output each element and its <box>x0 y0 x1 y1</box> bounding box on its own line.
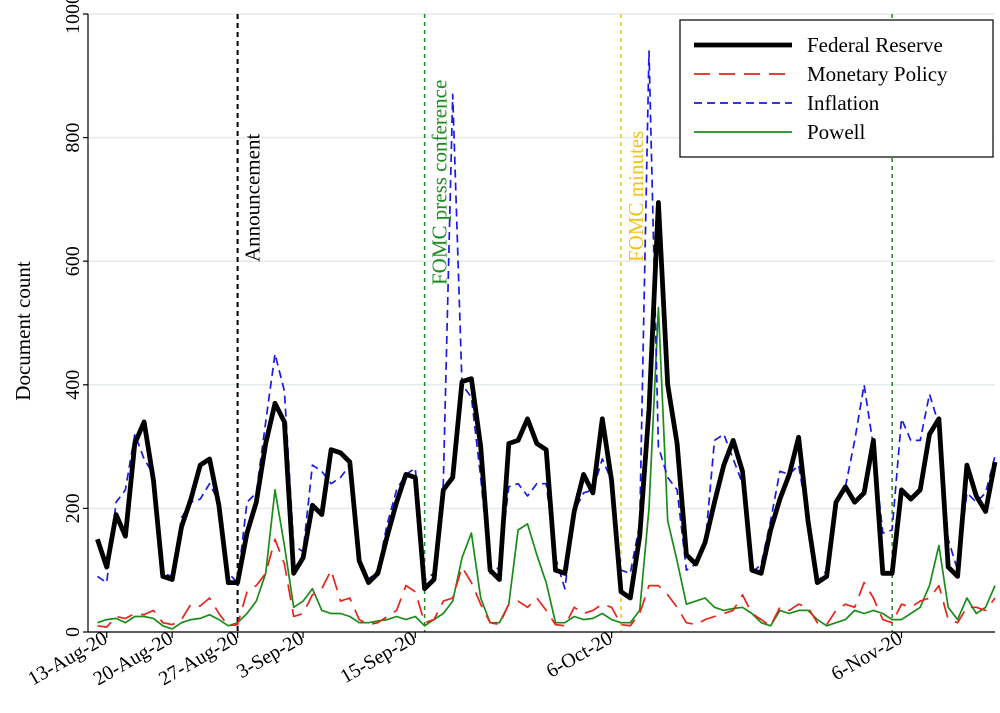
series-lines <box>95 50 998 630</box>
legend-label-federal-reserve: Federal Reserve <box>807 33 943 57</box>
legend-label-powell: Powell <box>807 120 866 144</box>
event-markers: Announcement FOMC press conference FOMC mi… <box>236 14 893 632</box>
legend-label-monetary-policy: Monetary Policy <box>807 62 948 86</box>
event-label-fomc-minutes: FOMC minutes <box>624 131 648 262</box>
series-line-monetary-policy <box>97 538 996 628</box>
y-tick-label-400: 400 <box>62 370 84 400</box>
y-tick-label-1000: 1000 <box>62 0 84 34</box>
series-line-inflation <box>96 50 996 590</box>
y-tick-label-200: 200 <box>62 493 84 523</box>
event-label-announcement: Announcement <box>241 134 265 262</box>
y-tick-label-600: 600 <box>62 246 84 276</box>
y-axis-title: Document count <box>11 261 35 401</box>
event-label-fomc-press-conference: FOMC press conference <box>428 80 452 285</box>
y-tick-label-0: 0 <box>62 627 84 637</box>
series-line-powell <box>97 306 996 630</box>
y-tick-labels: 0 200 400 600 800 1000 <box>62 0 84 637</box>
series-line-federal-reserve <box>95 200 998 601</box>
y-tick-label-800: 800 <box>62 123 84 153</box>
legend-label-inflation: Inflation <box>807 91 880 115</box>
legend: Federal Reserve Monetary Policy Inflation P… <box>679 19 994 158</box>
axes <box>83 13 995 638</box>
